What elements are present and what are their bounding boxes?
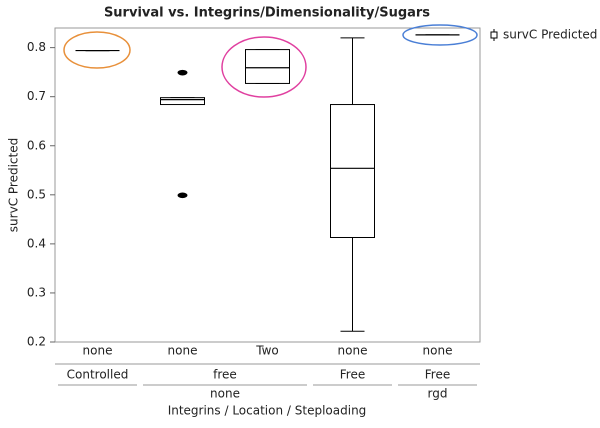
- y-tick-label: 0.3: [27, 285, 46, 299]
- y-tick-label: 0.2: [27, 335, 46, 349]
- highlight-ellipse: [221, 36, 307, 98]
- y-tick-label: 0.6: [27, 138, 46, 152]
- x-tick-label: Two: [255, 344, 279, 358]
- x-tick-label: none: [168, 344, 198, 358]
- y-tick-label: 0.8: [27, 40, 46, 54]
- y-tick-label: 0.4: [27, 236, 46, 250]
- x-group-label: Free: [340, 368, 365, 382]
- outlier: [177, 69, 188, 76]
- x-group-label: Free: [425, 368, 450, 382]
- y-tick-label: 0.7: [27, 89, 46, 103]
- box: [160, 97, 205, 106]
- x-axis-title: Integrins / Location / Steploading: [168, 404, 367, 418]
- x-group-label: free: [213, 368, 237, 382]
- x-tick-label: none: [423, 344, 453, 358]
- box: [245, 49, 290, 84]
- highlight-ellipse: [63, 31, 131, 69]
- outlier: [177, 192, 188, 199]
- x-group-label: none: [210, 387, 240, 401]
- x-tick-label: none: [338, 344, 368, 358]
- legend-icon: [490, 31, 498, 39]
- x-group-label: Controlled: [67, 368, 129, 382]
- chart-title: Survival vs. Integrins/Dimensionality/Su…: [104, 6, 430, 21]
- highlight-ellipse: [402, 24, 478, 46]
- x-group-label: rgd: [428, 387, 448, 401]
- legend: survC Predicted: [490, 28, 597, 42]
- x-tick-label: none: [83, 344, 113, 358]
- y-axis-title: survC Predicted: [7, 138, 21, 232]
- plot-frame: [54, 27, 481, 343]
- y-tick-label: 0.5: [27, 187, 46, 201]
- legend-label: survC Predicted: [503, 28, 597, 42]
- box: [330, 104, 375, 238]
